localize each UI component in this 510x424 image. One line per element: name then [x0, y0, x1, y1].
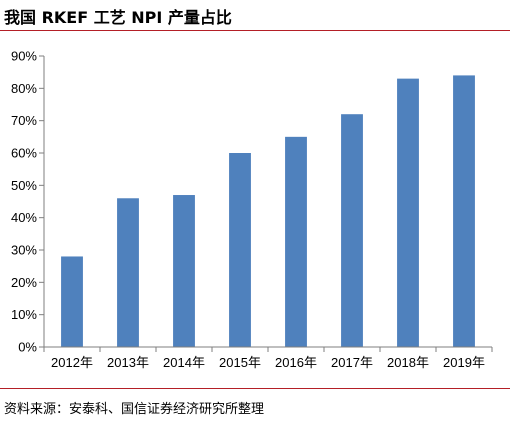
x-tick-label: 2017年	[331, 355, 373, 370]
source-note: 资料来源：安泰科、国信证券经济研究所整理	[4, 402, 265, 417]
bar	[61, 256, 83, 347]
x-tick-label: 2019年	[443, 355, 485, 370]
bar	[341, 114, 363, 347]
y-tick-label: 30%	[11, 243, 37, 258]
y-tick-label: 40%	[11, 210, 37, 225]
x-tick-label: 2018年	[387, 355, 429, 370]
footer-divider	[0, 388, 510, 389]
y-tick-label: 80%	[11, 81, 37, 96]
chart-title: 我国 RKEF 工艺 NPI 产量占比	[4, 8, 232, 27]
title-divider	[0, 30, 510, 31]
y-tick-label: 0%	[18, 340, 37, 355]
x-tick-label: 2016年	[275, 355, 317, 370]
x-axis: 2012年 2013年 2014年 2015年 2016年 2017年 2018年 2019年	[43, 346, 493, 370]
y-axis: 0% 10% 20% 30% 40% 50% 60% 70% 80% 90%	[11, 49, 45, 355]
y-tick-label: 10%	[11, 307, 37, 322]
x-tick-label: 2015年	[219, 355, 261, 370]
y-tick-label: 60%	[11, 146, 37, 161]
bar	[173, 195, 195, 347]
bar	[117, 198, 139, 347]
x-tick-label: 2013年	[107, 355, 149, 370]
x-tick-label: 2012年	[51, 355, 93, 370]
bar-series	[61, 75, 475, 348]
bar	[453, 75, 475, 348]
bar	[229, 153, 251, 347]
x-tick-label: 2014年	[163, 355, 205, 370]
y-tick-label: 70%	[11, 113, 37, 128]
y-tick-label: 20%	[11, 275, 37, 290]
y-tick-label: 90%	[11, 49, 37, 64]
bar	[285, 136, 307, 347]
y-tick-label: 50%	[11, 178, 37, 193]
bar	[397, 78, 419, 347]
